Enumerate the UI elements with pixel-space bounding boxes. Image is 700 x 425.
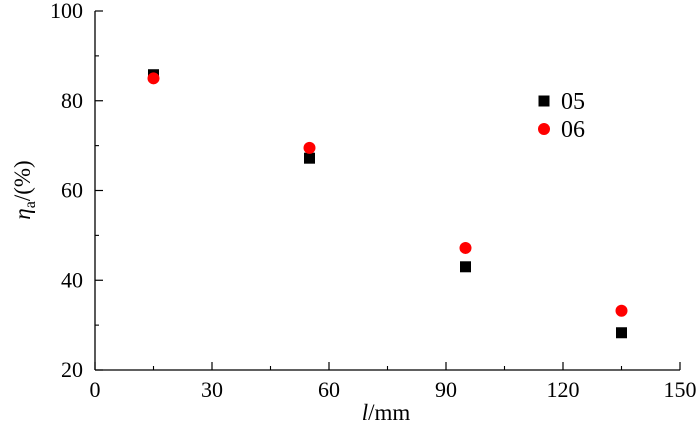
x-tick-label: 0 [90, 377, 101, 402]
y-axis: 20 40 60 80 100 [50, 0, 103, 382]
series-06 [147, 72, 628, 317]
y-axis-title: ηa/(%) [10, 160, 39, 219]
y-axis-unit: /(%) [10, 160, 35, 201]
data-point [459, 241, 472, 254]
x-axis-unit: /mm [368, 400, 410, 425]
data-point [147, 72, 160, 85]
x-tick-label: 120 [547, 377, 580, 402]
data-point [303, 141, 316, 154]
y-tick-label: 100 [50, 0, 83, 23]
x-tick-label: 90 [435, 377, 457, 402]
plot-frame [94, 11, 680, 371]
series-05 [148, 69, 627, 339]
x-tick-label: 60 [318, 377, 340, 402]
y-axis-variable: η [10, 208, 35, 219]
series-layer [147, 69, 628, 339]
data-point [460, 261, 471, 273]
y-tick-label: 20 [61, 357, 83, 382]
x-tick-label: 30 [201, 377, 223, 402]
x-axis-variable: l [362, 400, 368, 425]
data-point [304, 152, 315, 164]
legend-label: 05 [561, 89, 585, 115]
x-axis-title: l/mm [362, 400, 411, 425]
data-point [615, 304, 628, 317]
x-axis: 0 30 60 90 120 150 [90, 362, 697, 402]
y-tick-label: 40 [61, 267, 83, 292]
y-tick-label: 80 [61, 88, 83, 113]
x-tick-label: 150 [664, 377, 697, 402]
y-axis-subscript: a [22, 201, 39, 208]
legend-marker [538, 95, 550, 107]
y-tick-label: 60 [61, 178, 83, 203]
legend-label: 06 [561, 117, 585, 143]
legend-marker [538, 123, 550, 135]
data-point [616, 327, 627, 339]
